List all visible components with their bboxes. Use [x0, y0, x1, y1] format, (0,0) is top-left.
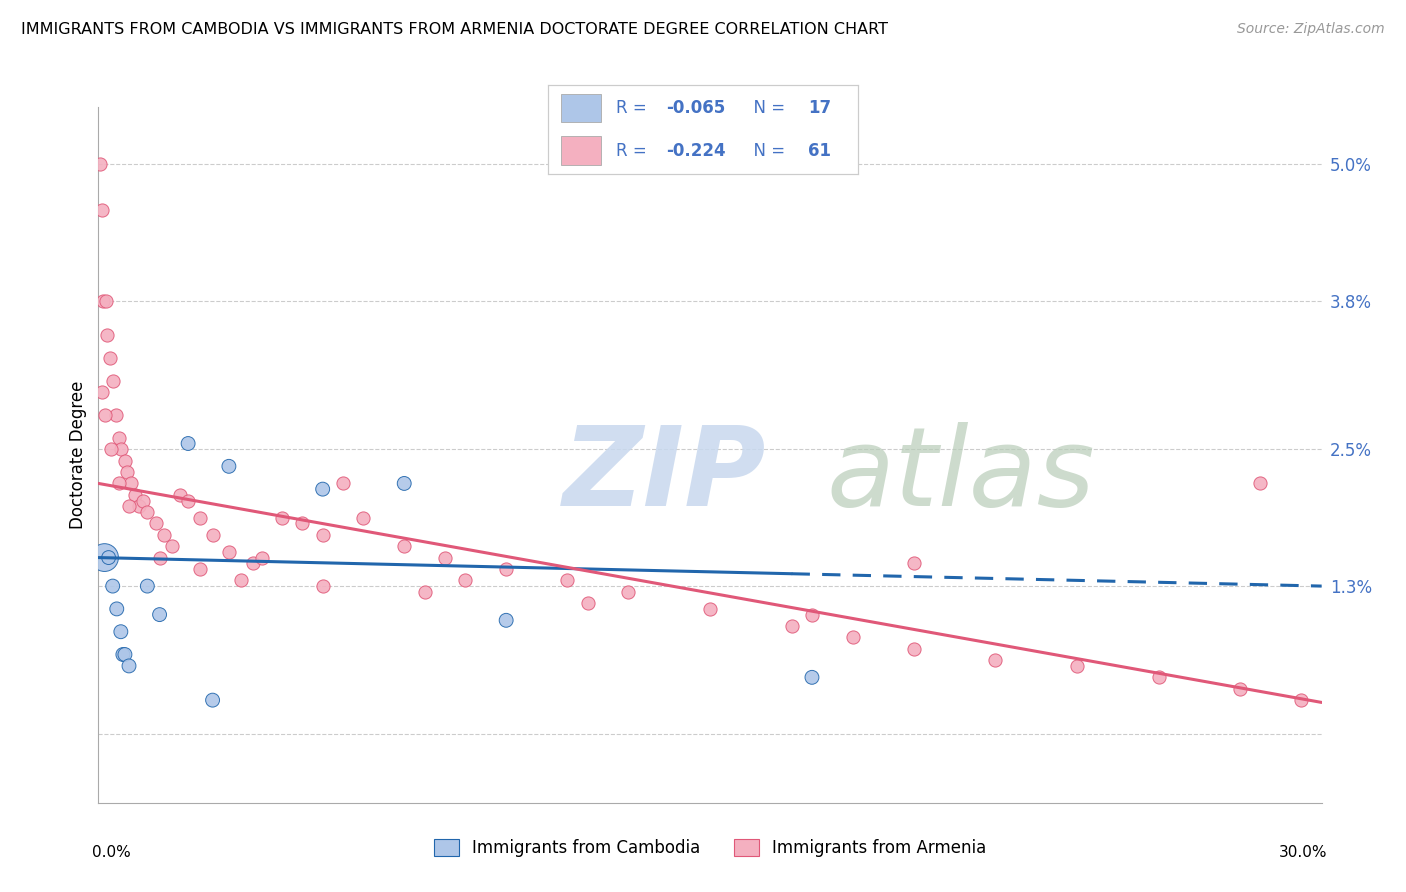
Point [94, 293, 117, 308]
Point [136, 579, 159, 593]
Point [132, 493, 155, 508]
Point [177, 436, 200, 450]
Text: Source: ZipAtlas.com: Source: ZipAtlas.com [1237, 22, 1385, 37]
Point [89, 157, 111, 171]
Text: -0.224: -0.224 [666, 142, 725, 160]
Point [1249, 476, 1271, 491]
Point [108, 476, 131, 491]
Point [312, 528, 335, 542]
Text: 17: 17 [808, 99, 831, 117]
Point [108, 431, 131, 445]
Point [188, 562, 212, 576]
Point [801, 670, 824, 684]
Point [1229, 681, 1251, 696]
Point [188, 510, 212, 524]
Point [557, 574, 579, 588]
Point [903, 641, 925, 656]
Point [160, 539, 183, 553]
Point [110, 442, 132, 457]
Text: 61: 61 [808, 142, 831, 160]
Point [177, 493, 200, 508]
Point [903, 556, 925, 570]
Point [392, 539, 416, 553]
Point [114, 453, 136, 467]
Point [111, 648, 134, 662]
Point [801, 607, 824, 622]
Point [699, 602, 721, 616]
Point [101, 374, 124, 388]
Point [291, 516, 314, 531]
Point [312, 579, 335, 593]
Point [136, 505, 159, 519]
Point [1147, 670, 1170, 684]
Point [495, 613, 517, 627]
FancyBboxPatch shape [561, 94, 600, 122]
Point [149, 550, 172, 565]
Text: -0.065: -0.065 [666, 99, 725, 117]
Y-axis label: Doctorate Degree: Doctorate Degree [69, 381, 87, 529]
Point [454, 574, 477, 588]
Point [91, 293, 114, 308]
Text: N =: N = [744, 99, 790, 117]
Point [91, 385, 114, 400]
Point [93, 550, 115, 565]
Point [118, 659, 141, 673]
Point [98, 351, 121, 365]
Point [250, 550, 273, 565]
Point [841, 631, 863, 645]
Text: 30.0%: 30.0% [1279, 845, 1327, 860]
Point [120, 476, 142, 491]
Point [152, 528, 174, 542]
Legend: Immigrants from Cambodia, Immigrants from Armenia: Immigrants from Cambodia, Immigrants fro… [427, 832, 993, 864]
Point [201, 528, 224, 542]
Point [114, 648, 136, 662]
Point [1066, 659, 1088, 673]
Point [218, 545, 240, 559]
Point [169, 488, 191, 502]
Point [105, 602, 128, 616]
Point [780, 619, 803, 633]
Point [413, 584, 436, 599]
Point [495, 562, 517, 576]
Text: 0.0%: 0.0% [93, 845, 131, 860]
Point [96, 328, 118, 343]
Point [984, 653, 1007, 667]
Point [90, 202, 112, 217]
Point [100, 442, 122, 457]
Point [576, 596, 599, 610]
Point [97, 550, 120, 565]
Text: R =: R = [616, 99, 652, 117]
Point [124, 488, 146, 502]
Text: atlas: atlas [827, 422, 1095, 529]
Point [433, 550, 456, 565]
Point [242, 556, 264, 570]
Point [149, 607, 172, 622]
Point [115, 465, 138, 479]
Point [201, 693, 224, 707]
Point [104, 408, 127, 422]
Point [145, 516, 167, 531]
Point [101, 579, 124, 593]
Point [231, 574, 253, 588]
Text: N =: N = [744, 142, 790, 160]
FancyBboxPatch shape [561, 136, 600, 165]
Point [270, 510, 294, 524]
Text: R =: R = [616, 142, 652, 160]
Text: ZIP: ZIP [564, 422, 766, 529]
Point [218, 459, 240, 474]
Point [110, 624, 132, 639]
Point [392, 476, 416, 491]
Point [352, 510, 374, 524]
Point [617, 584, 640, 599]
Point [118, 500, 141, 514]
Point [1291, 693, 1313, 707]
Point [312, 482, 335, 496]
Text: IMMIGRANTS FROM CAMBODIA VS IMMIGRANTS FROM ARMENIA DOCTORATE DEGREE CORRELATION: IMMIGRANTS FROM CAMBODIA VS IMMIGRANTS F… [21, 22, 889, 37]
Point [332, 476, 354, 491]
Point [93, 408, 115, 422]
Point [128, 500, 150, 514]
